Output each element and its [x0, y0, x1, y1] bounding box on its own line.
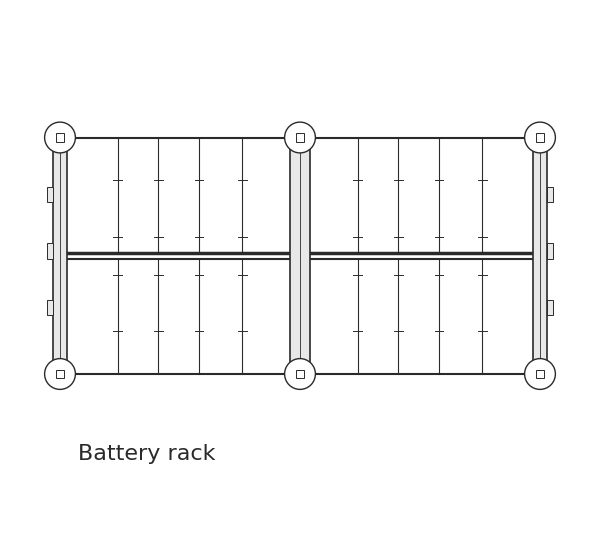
Bar: [47, 186, 53, 202]
Bar: [56, 133, 64, 142]
Circle shape: [284, 122, 316, 153]
Bar: [547, 300, 553, 316]
Bar: [290, 138, 310, 374]
Circle shape: [524, 122, 556, 153]
Circle shape: [44, 359, 76, 389]
Bar: [56, 370, 64, 378]
Circle shape: [44, 122, 76, 153]
Circle shape: [524, 359, 556, 389]
Bar: [547, 243, 553, 258]
Bar: [296, 133, 304, 142]
Bar: [536, 370, 544, 378]
Bar: [547, 186, 553, 202]
Circle shape: [284, 359, 316, 389]
Bar: [47, 300, 53, 316]
Bar: [296, 370, 304, 378]
Text: Battery rack: Battery rack: [78, 444, 215, 464]
Bar: [533, 138, 547, 374]
Bar: [47, 243, 53, 258]
Bar: [536, 133, 544, 142]
Bar: [53, 138, 67, 374]
